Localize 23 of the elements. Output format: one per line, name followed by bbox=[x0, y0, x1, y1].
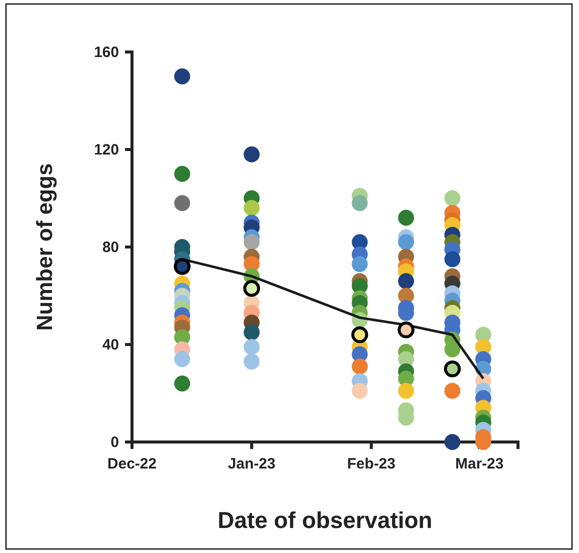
y-tick-label: 80 bbox=[102, 238, 119, 256]
point bbox=[352, 256, 368, 272]
point bbox=[351, 326, 368, 344]
point bbox=[352, 195, 368, 212]
point bbox=[444, 434, 460, 450]
x-tick-label: Jan-23 bbox=[228, 456, 276, 472]
y-tick-label: 120 bbox=[94, 141, 119, 158]
x-tick-label: Dec-22 bbox=[107, 456, 157, 472]
y-axis-title: Number of eggs bbox=[32, 163, 57, 331]
point bbox=[243, 280, 260, 297]
point bbox=[398, 321, 414, 338]
point bbox=[398, 234, 414, 250]
x-tick-label: Mar-23 bbox=[455, 456, 504, 472]
x-tick-label: Feb-23 bbox=[347, 456, 396, 472]
point bbox=[244, 200, 260, 216]
point bbox=[174, 195, 190, 212]
x-axis-title: Date of observation bbox=[218, 507, 432, 533]
y-tick-label: 160 bbox=[94, 44, 119, 61]
point bbox=[444, 251, 460, 268]
y-tick-label: 40 bbox=[102, 336, 119, 354]
point bbox=[174, 376, 190, 392]
y-tick-label: 0 bbox=[110, 434, 119, 451]
point bbox=[244, 234, 260, 250]
